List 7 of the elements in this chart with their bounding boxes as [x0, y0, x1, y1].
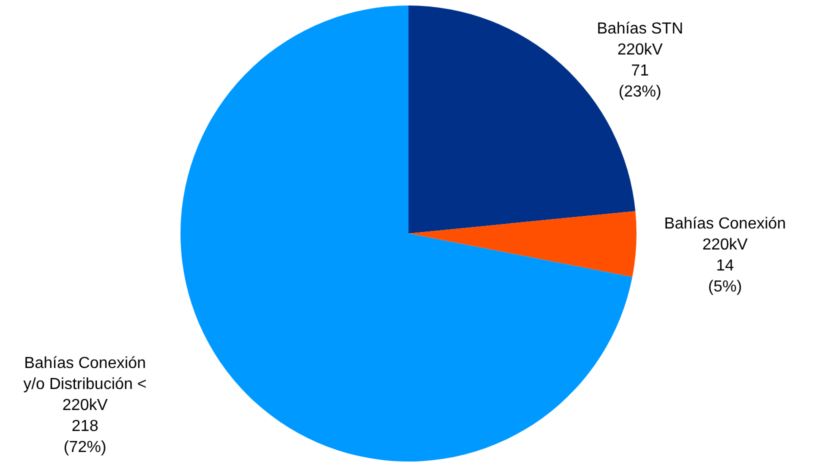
slice-label: Bahías Conexión 220kV — [664, 216, 786, 254]
pie-slice — [408, 211, 636, 277]
slice-label: Bahías STN 220kV — [596, 20, 684, 58]
data-label: 71 (23%) — [618, 62, 662, 100]
data-label: 218 (72%) — [64, 418, 106, 456]
data-label: 14 (5%) — [708, 258, 742, 296]
slice-label: Bahías Conexión y/o Distribución < 220kV — [23, 355, 147, 414]
